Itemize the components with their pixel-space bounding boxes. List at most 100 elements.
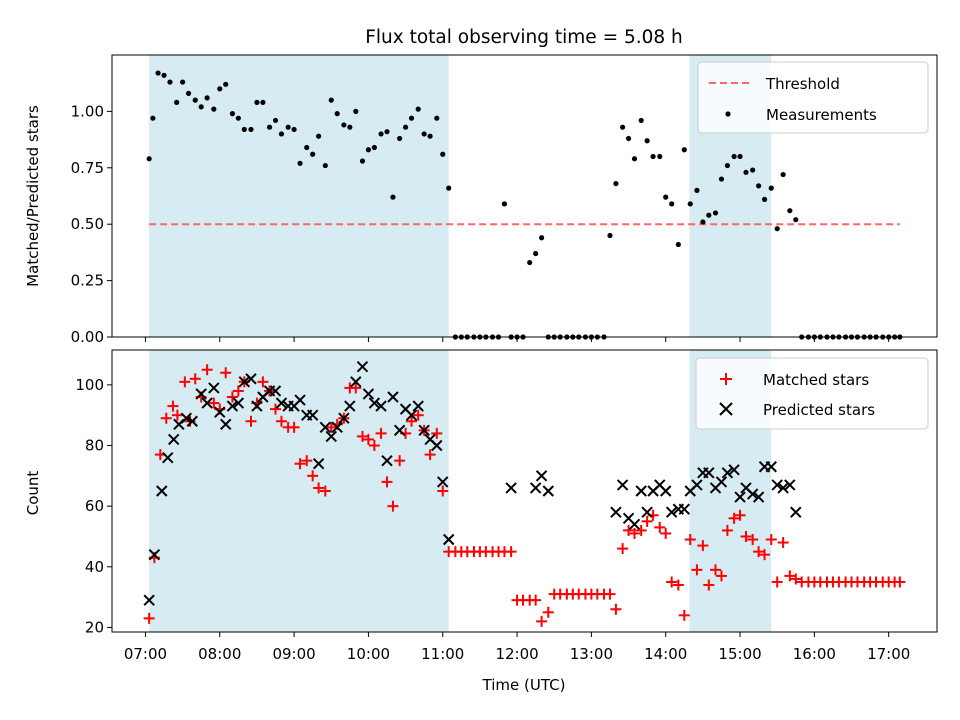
- matched-star-point: [790, 573, 802, 585]
- matched-star-point: [368, 440, 380, 452]
- matched-star-point: [542, 606, 554, 618]
- x-axis-label: Time (UTC): [482, 676, 566, 694]
- matched-star-point: [350, 382, 362, 394]
- measurements-legend-swatch: [725, 111, 731, 117]
- ratio-panel: 0.00 0.25 0.50 0.75 1.00 Matched/Predicted s…: [24, 54, 938, 346]
- matched-star-point: [740, 530, 752, 542]
- matched-star-point: [226, 391, 238, 403]
- matched-star-point: [530, 594, 542, 606]
- measurement-point: [402, 124, 409, 130]
- measurement-point: [415, 106, 421, 112]
- matched-star-point: [294, 458, 306, 470]
- observing-window-shade: [149, 350, 449, 632]
- predicted-star-point: [777, 482, 789, 494]
- measurement-point: [408, 115, 415, 121]
- predicted-star-point: [381, 454, 393, 467]
- matched-star-point: [623, 524, 635, 536]
- predicted-star-point: [691, 479, 703, 491]
- matched-star-point: [381, 476, 393, 488]
- predicted-star-point: [765, 461, 777, 473]
- measurement-point: [440, 151, 446, 157]
- matched-star-point: [697, 540, 709, 552]
- measurement-point: [644, 138, 650, 144]
- measurement-point: [365, 147, 372, 153]
- measurement-point: [527, 259, 533, 266]
- y-tick-label: 80: [85, 437, 104, 455]
- measurement-point: [285, 124, 291, 130]
- measurement-point: [266, 124, 273, 130]
- predicted-star-point: [529, 482, 542, 494]
- measurement-point: [421, 131, 427, 137]
- matched-star-point: [710, 564, 722, 576]
- measurement-point: [669, 201, 675, 207]
- measurement-point: [223, 81, 229, 87]
- matched-star-point: [617, 543, 629, 555]
- measurement-point: [620, 124, 626, 130]
- predicted-star-point: [186, 415, 198, 427]
- matched-star-point: [245, 415, 257, 427]
- matched-star-point: [394, 455, 406, 467]
- matched-star-point: [721, 524, 733, 536]
- matched-star-point: [765, 534, 777, 546]
- matched-star-point: [654, 521, 666, 533]
- count-y-axis-label: Count: [24, 471, 42, 516]
- count-plot-frame: [111, 349, 938, 633]
- predicted-star-point: [752, 491, 765, 503]
- predicted-star-point: [143, 594, 155, 606]
- matched-star-point: [641, 515, 653, 527]
- matched-star-point: [753, 546, 765, 558]
- matched-star-point: [270, 403, 282, 415]
- measurement-point: [384, 129, 390, 135]
- measurement-point: [254, 99, 260, 105]
- predicted-star-point: [238, 376, 251, 388]
- measurement-point: [718, 176, 725, 182]
- matched-star-point: [715, 570, 727, 582]
- measurements-legend-label: Measurements: [766, 106, 877, 124]
- y-tick-label: 100: [75, 376, 104, 394]
- y-tick-label: 20: [85, 618, 104, 636]
- predicted-star-point: [167, 433, 180, 446]
- predicted-star-point: [771, 479, 783, 491]
- matched-star-point: [179, 376, 191, 388]
- measurement-point: [192, 97, 198, 103]
- measurement-point: [625, 135, 632, 142]
- measurement-point: [780, 171, 786, 178]
- predicted-star-point: [678, 503, 691, 515]
- measurement-point: [272, 117, 279, 124]
- measurement-point: [761, 196, 768, 202]
- observing-window-shade: [149, 55, 449, 337]
- y-tick-label: 40: [85, 558, 104, 576]
- measurement-point: [743, 169, 749, 175]
- measurement-point: [501, 201, 508, 207]
- measurement-point: [774, 226, 780, 232]
- predicted-legend-label: Predicted stars: [763, 401, 875, 419]
- x-tick-label: 14:00: [644, 645, 687, 663]
- x-tick-label: 08:00: [198, 645, 241, 663]
- predicted-star-point: [665, 506, 678, 518]
- measurement-point: [347, 124, 353, 130]
- matched-star-point: [894, 576, 906, 588]
- x-tick-label: 15:00: [718, 645, 761, 663]
- predicted-star-point: [195, 388, 207, 400]
- matched-star-point: [747, 534, 759, 546]
- measurement-point: [161, 72, 167, 78]
- matched-star-point: [703, 579, 715, 591]
- threshold-legend-label: Threshold: [765, 75, 840, 93]
- measurement-point: [724, 162, 731, 169]
- predicted-star-point: [734, 491, 746, 503]
- count-panel: 20 40 60 80 100 07:00 08:00 09:00 10:00 11:00 12:…: [24, 349, 938, 694]
- measurement-point: [397, 135, 403, 142]
- measurement-point: [378, 131, 384, 137]
- matched-star-point: [424, 449, 436, 461]
- measurement-point: [248, 126, 254, 133]
- predicted-star-point: [703, 467, 715, 479]
- matched-star-point: [784, 570, 796, 582]
- measurement-point: [427, 133, 433, 139]
- matched-star-point: [672, 579, 684, 591]
- matched-star-point: [777, 537, 789, 549]
- matched-star-point: [356, 430, 368, 442]
- predicted-star-point: [220, 418, 232, 430]
- y-tick-label: 1.00: [71, 102, 104, 120]
- predicted-star-point: [635, 485, 647, 497]
- measurement-point: [211, 106, 217, 112]
